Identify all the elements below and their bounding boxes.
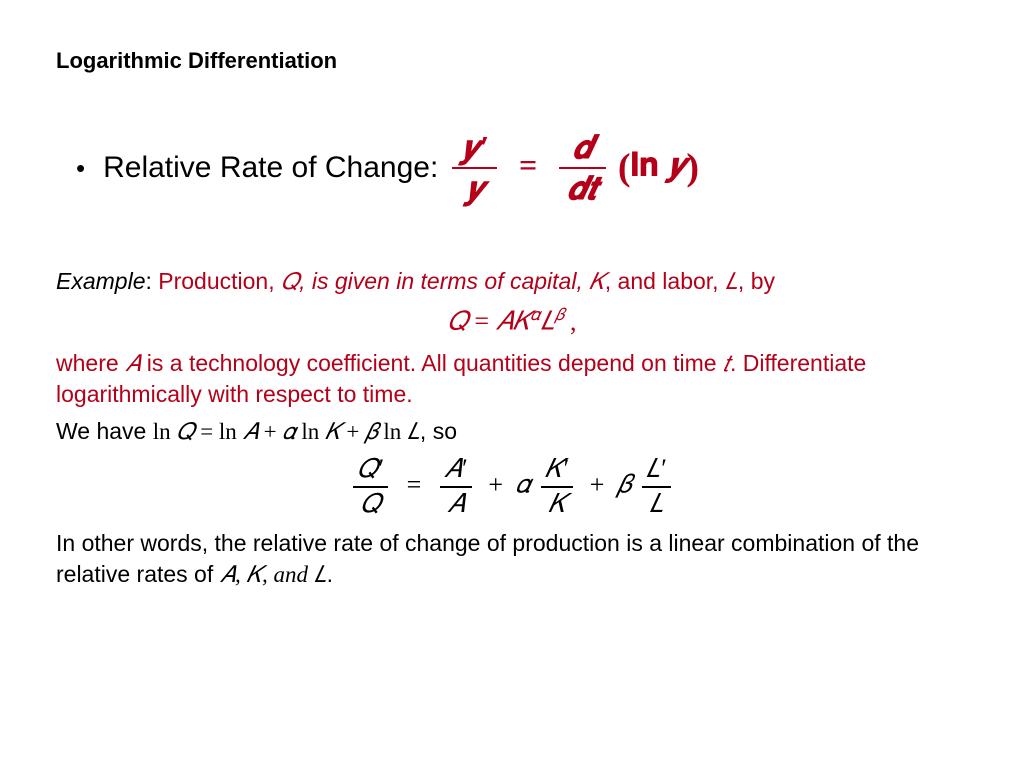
example-line1: Example: Production, 𝑄, is given in term… xyxy=(56,266,968,297)
solution-conclusion: In other words, the relative rate of cha… xyxy=(56,528,968,590)
example-line2: where 𝐴 is a technology coefficient. All… xyxy=(56,348,968,410)
bullet-icon: • xyxy=(76,153,85,184)
headline-label: Relative Rate of Change: xyxy=(103,151,438,185)
equation-production: 𝑄 = 𝐴𝐾𝛼𝐿𝛽, xyxy=(56,305,968,338)
solution-line1: We have ln 𝑄 = ln 𝐴 + 𝛼 ln 𝐾 + 𝛽 ln 𝐿, s… xyxy=(56,416,968,447)
headline-formula: 𝒚′ 𝒚 = 𝒅 𝒅𝒕 (𝐥𝐧 𝒚) xyxy=(448,130,699,206)
slide-title: Logarithmic Differentiation xyxy=(56,48,968,74)
example-label: Example xyxy=(56,268,145,294)
headline-row: • Relative Rate of Change: 𝒚′ 𝒚 = 𝒅 𝒅𝒕 (… xyxy=(76,130,968,206)
equation-result: 𝑄′𝑄 = 𝐴′𝐴 + 𝛼 𝐾′𝐾 + 𝛽 𝐿′𝐿 xyxy=(56,455,968,518)
